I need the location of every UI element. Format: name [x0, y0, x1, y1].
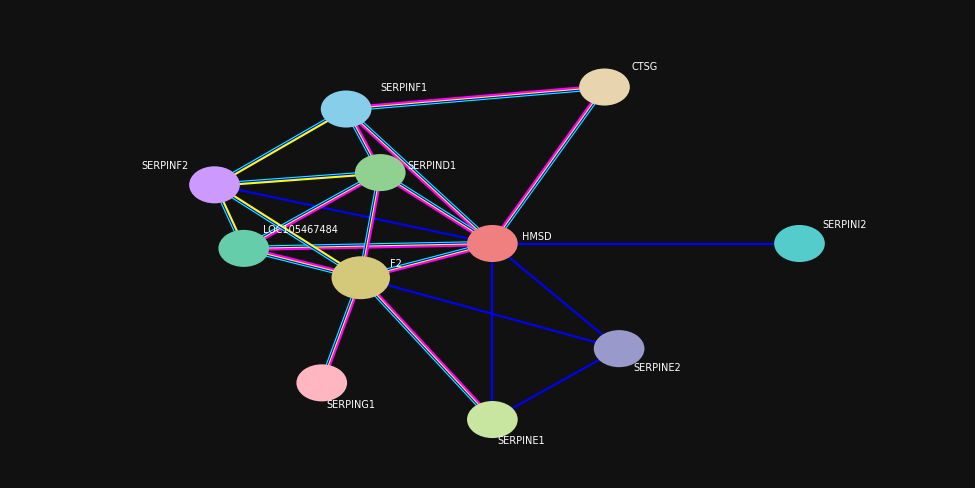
Ellipse shape [332, 257, 390, 300]
Text: CTSG: CTSG [632, 62, 658, 72]
Text: SERPINE1: SERPINE1 [497, 435, 545, 445]
Ellipse shape [579, 69, 630, 106]
Text: SERPINF1: SERPINF1 [380, 83, 427, 93]
Text: SERPINF2: SERPINF2 [141, 161, 188, 171]
Ellipse shape [296, 365, 347, 402]
Ellipse shape [594, 330, 644, 367]
Ellipse shape [774, 225, 825, 263]
Text: HMSD: HMSD [522, 232, 551, 242]
Ellipse shape [355, 155, 406, 192]
Text: SERPIND1: SERPIND1 [408, 161, 456, 171]
Ellipse shape [467, 225, 518, 263]
Text: F2: F2 [390, 259, 402, 268]
Text: SERPINE2: SERPINE2 [634, 362, 682, 372]
Ellipse shape [321, 91, 371, 128]
Text: SERPING1: SERPING1 [327, 399, 375, 409]
Ellipse shape [218, 230, 269, 267]
Ellipse shape [189, 167, 240, 204]
Text: SERPINI2: SERPINI2 [822, 220, 867, 229]
Text: LOC105467484: LOC105467484 [263, 224, 338, 234]
Ellipse shape [467, 401, 518, 438]
